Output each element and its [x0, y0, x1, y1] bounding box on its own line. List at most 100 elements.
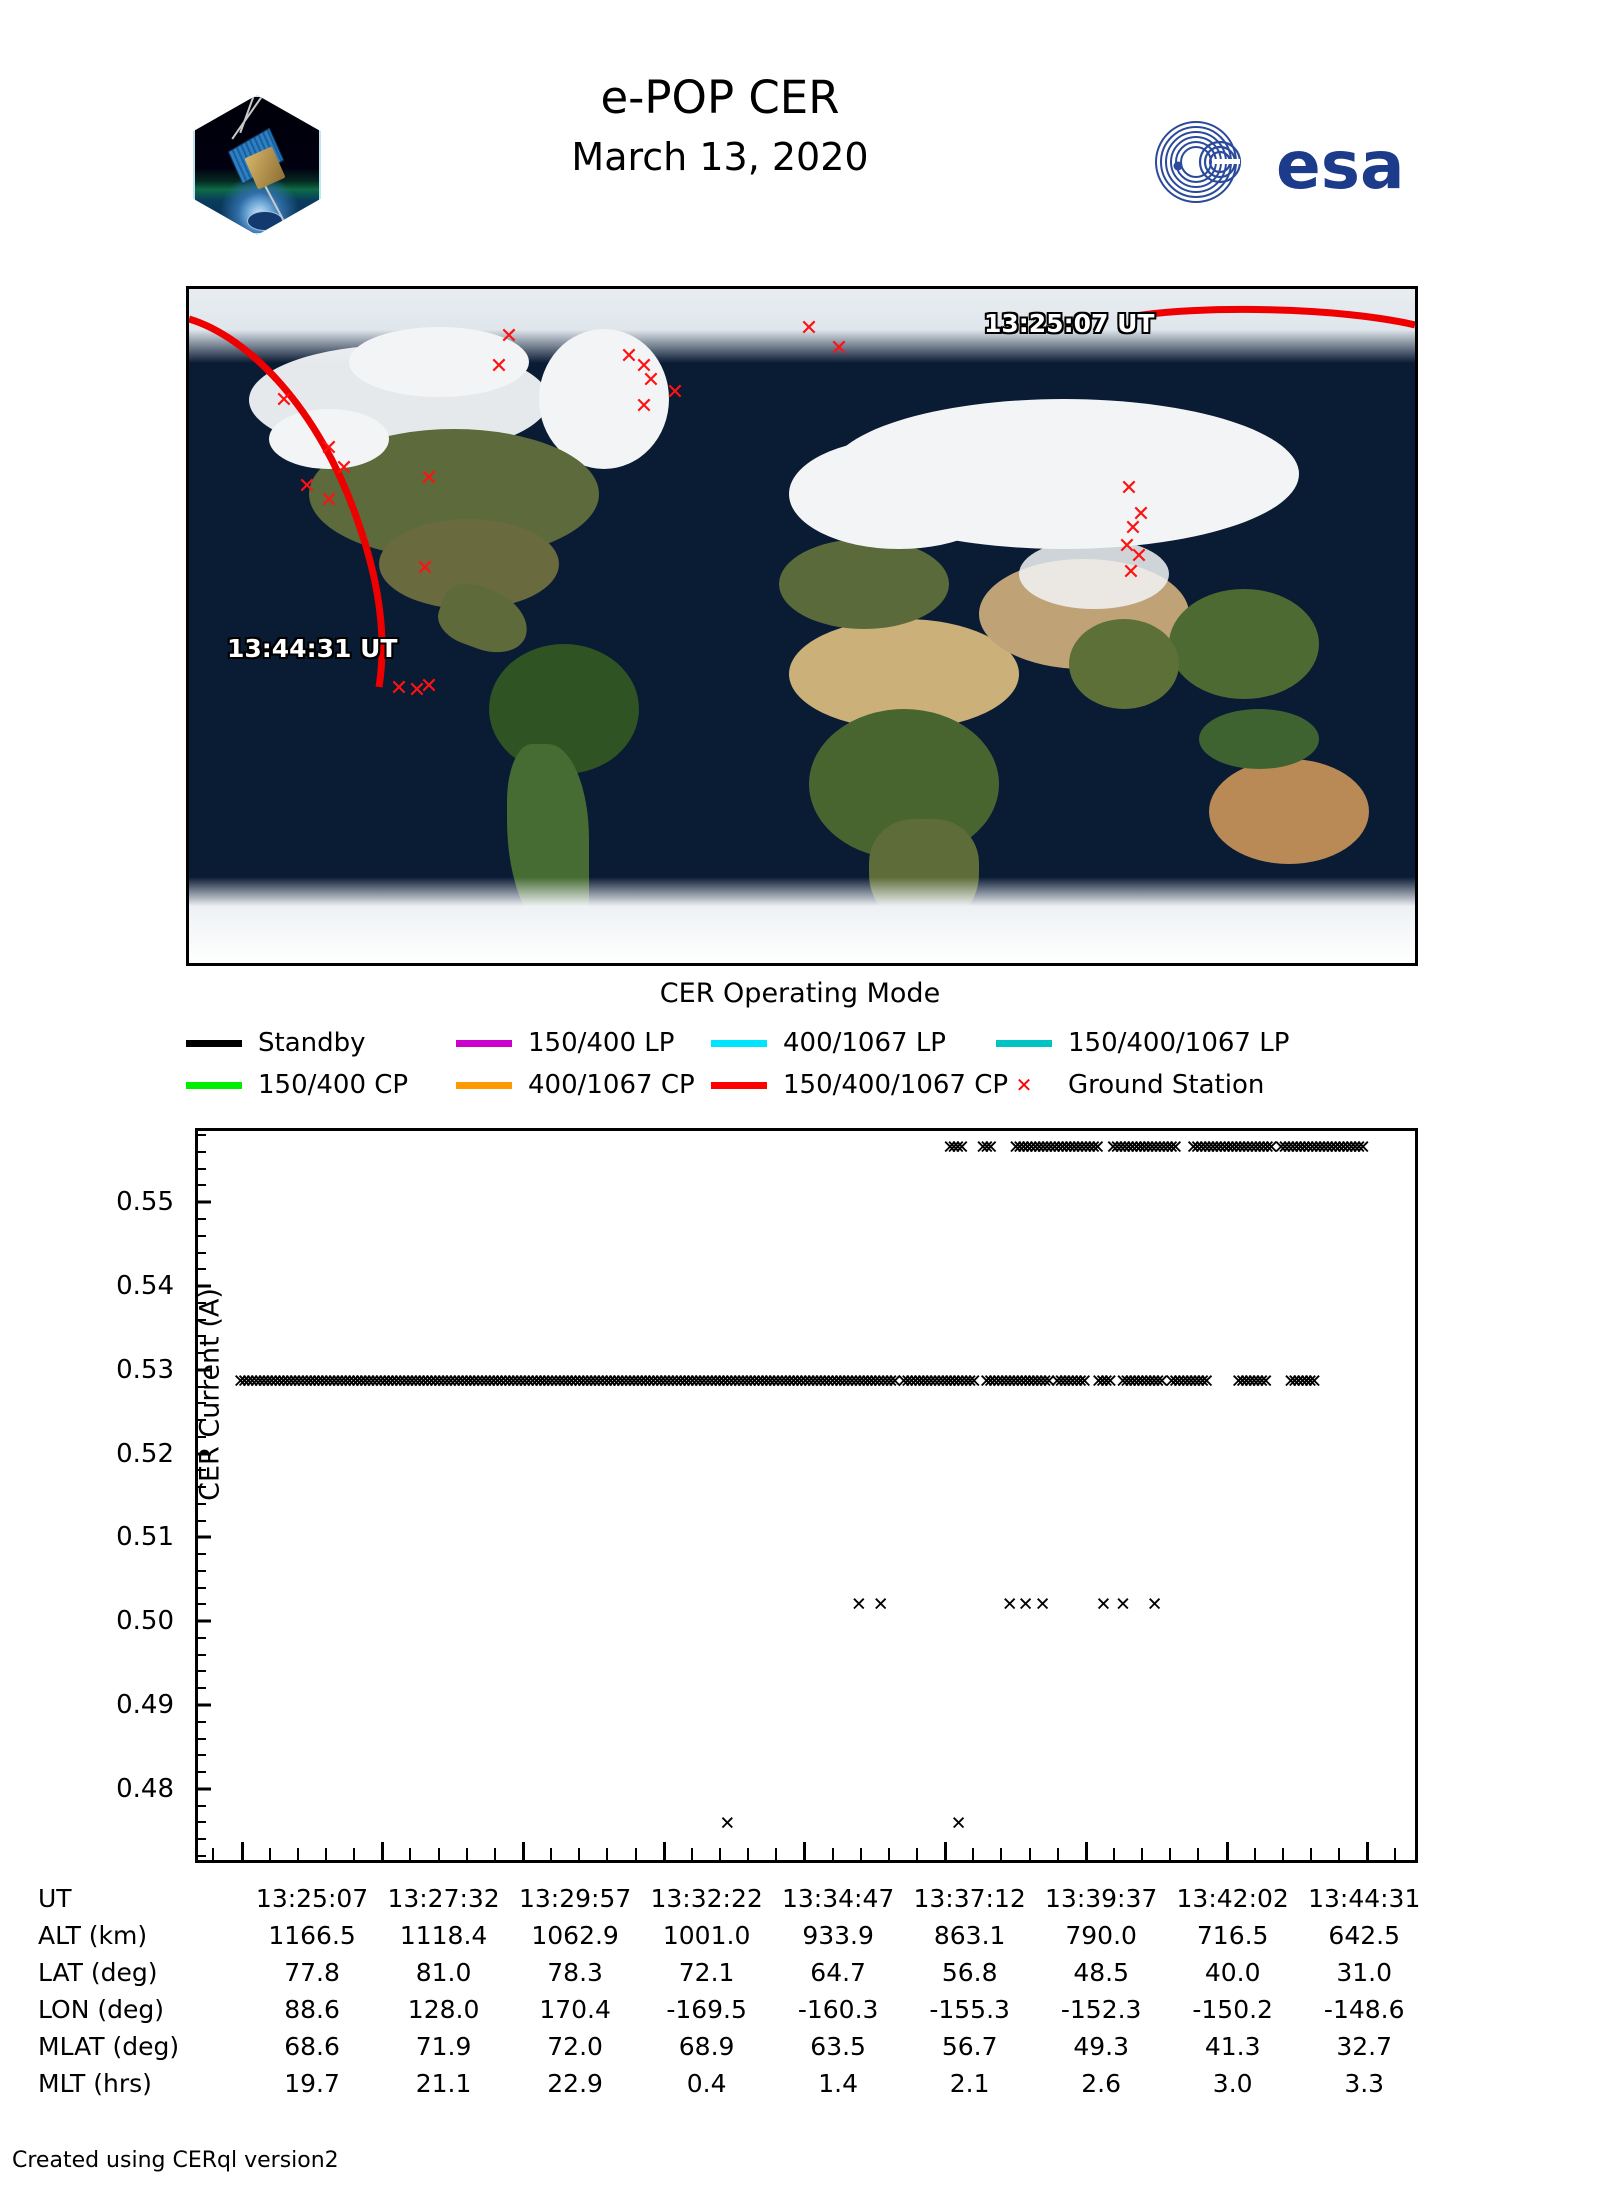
data-point: ✕ — [322, 1370, 339, 1393]
y-tick-minor — [198, 1553, 206, 1556]
table-cell: 790.0 — [1065, 1921, 1137, 1950]
data-point: ✕ — [407, 1370, 424, 1393]
table-cell: 1001.0 — [662, 1921, 751, 1950]
data-point: ✕ — [1243, 1136, 1260, 1159]
legend-color-swatch — [186, 1081, 242, 1089]
ground-station-marker: ✕ — [829, 336, 849, 361]
legend-item-400-1067-lp: 400/1067 LP — [711, 1028, 946, 1058]
table-cell: -152.3 — [1060, 1995, 1142, 2024]
ground-station-marker: ✕ — [389, 676, 409, 701]
data-point: ✕ — [1224, 1136, 1241, 1159]
x-tick-major — [1084, 1842, 1088, 1860]
data-point: ✕ — [930, 1370, 947, 1393]
legend-label: 150/400 CP — [258, 1070, 409, 1100]
ground-station-marker: ✕ — [634, 394, 654, 419]
data-point: ✕ — [1302, 1370, 1319, 1393]
data-point: ✕ — [450, 1370, 467, 1393]
table-cell: 64.7 — [810, 1958, 866, 1987]
data-point: ✕ — [625, 1370, 642, 1393]
data-point: ✕ — [962, 1370, 979, 1393]
y-tick-minor — [198, 1569, 206, 1572]
data-point: ✕ — [1031, 1136, 1048, 1159]
data-point: ✕ — [392, 1370, 409, 1393]
ground-station-marker: ✕ — [297, 474, 317, 499]
data-point: ✕ — [236, 1370, 253, 1393]
data-point: ✕ — [314, 1370, 331, 1393]
data-point: ✕ — [423, 1370, 440, 1393]
table-row: LON (deg) 88.6 128.0 170.4 -169.5 -160.3 -155.… — [30, 1991, 1430, 2028]
data-point: ✕ — [1240, 1136, 1256, 1159]
x-tick-minor — [719, 1848, 722, 1860]
data-point: ✕ — [664, 1370, 681, 1393]
data-point: ✕ — [1179, 1370, 1196, 1393]
data-point: ✕ — [1304, 1136, 1321, 1159]
x-tick-minor — [1394, 1848, 1397, 1860]
map-start-time-label: 13:25:07 UT — [984, 309, 1155, 338]
data-point: ✕ — [847, 1370, 864, 1393]
data-point: ✕ — [400, 1370, 417, 1393]
data-point: ✕ — [396, 1370, 413, 1393]
data-point: ✕ — [1053, 1370, 1070, 1393]
data-point: ✕ — [824, 1370, 841, 1393]
data-point: ✕ — [1273, 1136, 1290, 1159]
data-point: ✕ — [982, 1370, 999, 1393]
satellite-boom-icon — [238, 95, 256, 134]
ground-station-marker: ✕ — [334, 456, 354, 481]
data-point: ✕ — [1198, 1370, 1215, 1393]
data-point: ✕ — [1335, 1136, 1352, 1159]
table-cell: 81.0 — [415, 1958, 472, 1987]
data-point: ✕ — [934, 1370, 951, 1393]
data-point: ✕ — [528, 1370, 545, 1393]
y-tick-minor — [198, 1502, 206, 1505]
data-point: ✕ — [777, 1370, 794, 1393]
legend-row: Standby 150/400 LP 400/1067 LP 150/400/1067… — [186, 1028, 1418, 1070]
data-point: ✕ — [1128, 1136, 1145, 1159]
data-point: ✕ — [1159, 1136, 1176, 1159]
data-point: ✕ — [1017, 1593, 1034, 1616]
table-cell: 13:32:22 — [650, 1884, 763, 1913]
data-point: ✕ — [551, 1370, 568, 1393]
data-point: ✕ — [1232, 1136, 1249, 1159]
data-point: ✕ — [785, 1370, 802, 1393]
ground-station-marker: ✕ — [319, 488, 339, 513]
ground-station-marker: ✕ — [1117, 534, 1137, 559]
legend-caption: CER Operating Mode — [659, 978, 941, 1009]
data-point: ✕ — [1090, 1370, 1107, 1393]
ground-station-marker: ✕ — [274, 388, 294, 413]
y-tick-minor — [198, 1771, 206, 1774]
data-point: ✕ — [271, 1370, 288, 1393]
data-point: ✕ — [1122, 1370, 1139, 1393]
data-point: ✕ — [851, 1370, 868, 1393]
data-point: ✕ — [1074, 1136, 1090, 1159]
data-point: ✕ — [680, 1370, 697, 1393]
x-tick-minor — [296, 1848, 299, 1860]
data-point: ✕ — [668, 1370, 685, 1393]
data-point: ✕ — [571, 1370, 588, 1393]
europe-land — [779, 539, 949, 629]
data-point: ✕ — [1167, 1136, 1184, 1159]
data-point: ✕ — [629, 1370, 646, 1393]
data-point: ✕ — [1190, 1370, 1207, 1393]
data-point: ✕ — [1230, 1370, 1247, 1393]
data-point: ✕ — [1098, 1370, 1115, 1393]
data-point: ✕ — [454, 1370, 471, 1393]
table-cell: 642.5 — [1328, 1921, 1400, 1950]
x-tick-minor — [1000, 1848, 1003, 1860]
data-point: ✕ — [812, 1370, 829, 1393]
x-tick-major — [1225, 1842, 1229, 1860]
data-point: ✕ — [954, 1370, 971, 1393]
cassiope-logo — [193, 95, 321, 235]
data-point: ✕ — [544, 1370, 561, 1393]
data-point: ✕ — [419, 1370, 436, 1393]
data-point: ✕ — [415, 1370, 432, 1393]
y-tick-minor — [198, 1402, 206, 1405]
data-point: ✕ — [458, 1370, 475, 1393]
table-row: MLT (hrs) 19.7 21.1 22.9 0.4 1.4 2.1 2.6 3.0 3.3 — [30, 2065, 1430, 2102]
y-tick-label: 0.49 — [116, 1689, 174, 1720]
data-point: ✕ — [583, 1370, 600, 1393]
ground-station-marker: ✕ — [1129, 544, 1149, 569]
data-point: ✕ — [859, 1370, 876, 1393]
data-point: ✕ — [1007, 1136, 1024, 1159]
data-point: ✕ — [653, 1370, 670, 1393]
data-point: ✕ — [606, 1370, 623, 1393]
